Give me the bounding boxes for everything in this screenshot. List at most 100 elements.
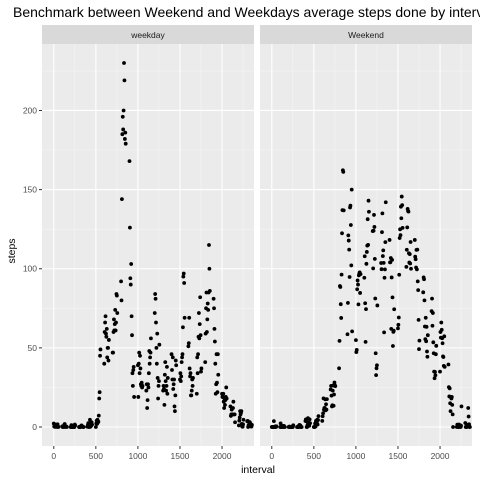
data-point bbox=[157, 342, 162, 347]
data-point bbox=[442, 334, 447, 339]
data-point bbox=[114, 293, 119, 298]
data-point bbox=[380, 211, 385, 216]
data-point bbox=[348, 203, 353, 208]
data-point bbox=[207, 243, 211, 247]
y-axis-title: steps bbox=[6, 238, 18, 263]
data-point bbox=[161, 383, 166, 388]
data-point bbox=[274, 424, 279, 429]
data-point bbox=[152, 311, 157, 315]
data-point bbox=[366, 242, 370, 247]
data-point bbox=[449, 395, 454, 399]
data-point bbox=[448, 409, 453, 414]
data-point bbox=[181, 271, 186, 276]
data-point bbox=[382, 330, 386, 335]
data-point bbox=[121, 108, 126, 113]
data-point bbox=[337, 339, 342, 343]
data-point bbox=[405, 225, 410, 230]
data-point bbox=[130, 333, 134, 338]
data-point bbox=[129, 314, 134, 319]
data-point bbox=[355, 278, 360, 283]
data-point bbox=[198, 295, 203, 300]
data-point bbox=[466, 406, 471, 410]
data-point bbox=[198, 333, 203, 338]
data-point bbox=[148, 350, 153, 355]
data-point bbox=[98, 347, 103, 352]
data-point bbox=[165, 391, 170, 396]
data-point bbox=[383, 200, 388, 205]
panel-weekend: Weekend 0 500 1000 1500 2000 bbox=[260, 25, 472, 461]
data-point bbox=[232, 412, 237, 417]
data-point bbox=[346, 301, 350, 305]
data-point bbox=[221, 391, 226, 396]
data-point bbox=[346, 233, 351, 238]
data-point bbox=[347, 247, 352, 252]
data-point bbox=[215, 352, 220, 357]
data-point bbox=[358, 272, 363, 277]
data-point bbox=[236, 423, 241, 428]
data-point bbox=[149, 336, 153, 341]
data-point bbox=[199, 369, 203, 374]
data-point bbox=[207, 266, 212, 271]
data-point bbox=[417, 338, 422, 343]
data-point bbox=[153, 292, 158, 296]
data-point bbox=[375, 363, 379, 368]
data-point bbox=[97, 390, 102, 395]
panel-strip bbox=[260, 25, 472, 44]
data-point bbox=[412, 238, 417, 242]
data-point bbox=[136, 361, 141, 366]
data-point bbox=[182, 315, 187, 320]
data-point bbox=[241, 422, 245, 427]
data-point bbox=[233, 420, 237, 425]
data-point bbox=[64, 425, 69, 429]
panel-strip-label: weekday bbox=[130, 30, 165, 40]
data-point bbox=[172, 404, 177, 409]
chart-panels: weekday 0 500 1000 1500 2000 0 50 100 150 200 Weeke… bbox=[23, 25, 472, 461]
data-point bbox=[231, 406, 235, 410]
data-point bbox=[130, 371, 135, 376]
data-point bbox=[170, 368, 174, 372]
data-point bbox=[354, 348, 359, 352]
data-point bbox=[122, 137, 127, 141]
data-point bbox=[396, 322, 401, 327]
data-point bbox=[362, 275, 367, 280]
data-point bbox=[137, 371, 142, 376]
data-point bbox=[434, 343, 439, 348]
data-point bbox=[424, 324, 429, 329]
data-point bbox=[106, 358, 111, 363]
data-point bbox=[440, 341, 445, 346]
data-point bbox=[315, 422, 320, 427]
data-point bbox=[282, 425, 287, 429]
data-point bbox=[164, 383, 169, 388]
data-point bbox=[354, 338, 358, 343]
data-point bbox=[123, 130, 128, 135]
data-point bbox=[127, 159, 132, 164]
data-point bbox=[146, 382, 150, 387]
data-point bbox=[155, 376, 160, 380]
data-point bbox=[173, 393, 178, 398]
data-point bbox=[363, 301, 368, 306]
data-point bbox=[341, 208, 346, 213]
data-point bbox=[466, 414, 471, 419]
data-point bbox=[415, 279, 420, 284]
data-point bbox=[186, 344, 191, 349]
data-point bbox=[115, 311, 120, 315]
y-tick-label: 100 bbox=[23, 264, 37, 274]
data-point bbox=[439, 327, 444, 332]
data-point bbox=[189, 393, 194, 398]
data-point bbox=[163, 360, 168, 365]
data-point bbox=[199, 366, 204, 371]
data-point bbox=[239, 409, 244, 414]
data-point bbox=[422, 277, 426, 282]
data-point bbox=[180, 355, 184, 360]
data-point bbox=[154, 320, 158, 325]
data-point bbox=[424, 339, 429, 344]
data-point bbox=[372, 257, 377, 261]
data-point bbox=[407, 252, 412, 257]
data-point bbox=[430, 323, 435, 328]
data-point bbox=[173, 358, 178, 363]
data-point bbox=[171, 382, 176, 387]
data-point bbox=[364, 250, 369, 254]
data-point bbox=[153, 296, 158, 301]
data-point bbox=[241, 417, 246, 422]
data-point bbox=[178, 371, 183, 376]
